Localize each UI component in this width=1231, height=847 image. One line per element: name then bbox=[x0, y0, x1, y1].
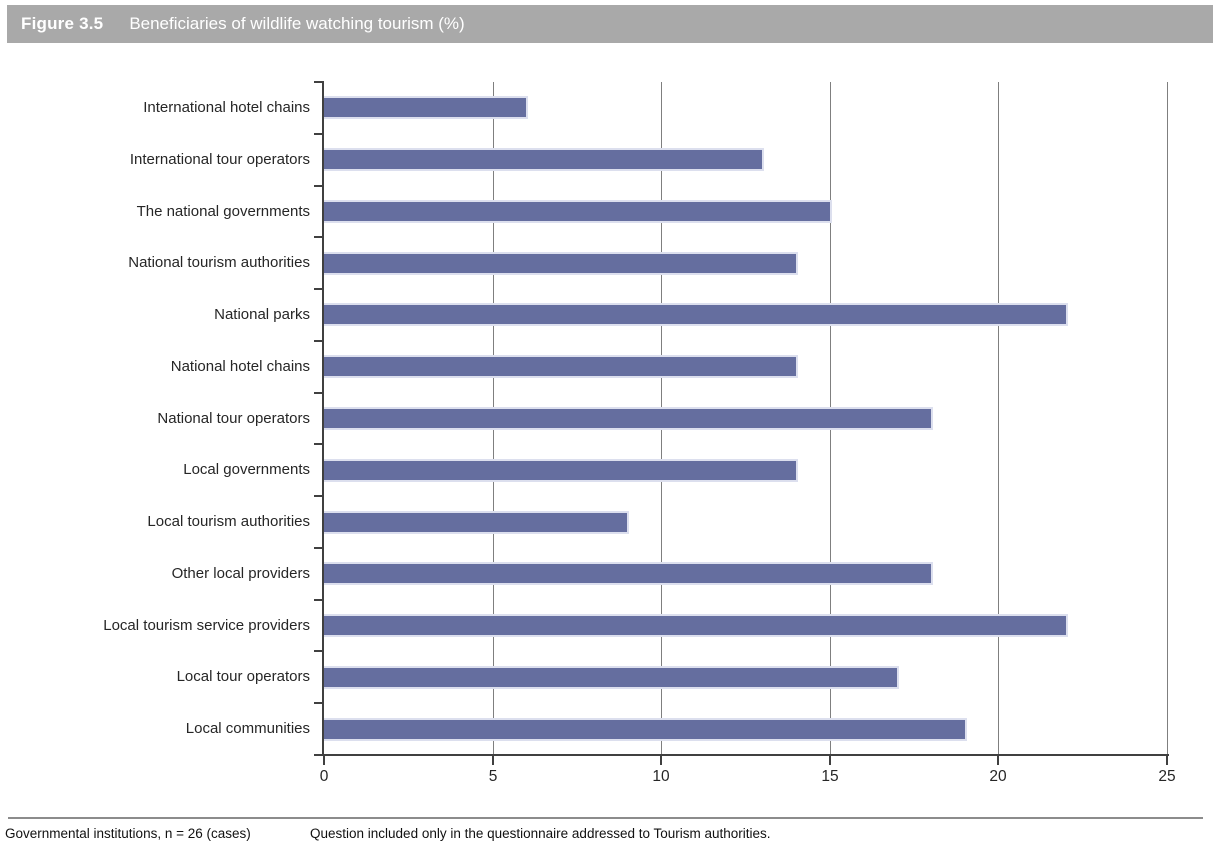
y-axis-tick bbox=[314, 185, 324, 187]
y-axis-tick bbox=[314, 495, 324, 497]
x-axis-tick bbox=[660, 756, 662, 765]
y-axis-tick bbox=[314, 340, 324, 342]
x-axis-tick bbox=[323, 756, 325, 765]
y-axis-tick bbox=[314, 288, 324, 290]
figure-number: Figure 3.5 bbox=[21, 14, 104, 33]
x-tick-label: 0 bbox=[319, 768, 329, 785]
bar-8 bbox=[324, 511, 629, 534]
bar-0 bbox=[324, 96, 528, 119]
x-axis-tick bbox=[1166, 756, 1168, 765]
y-axis-tick bbox=[314, 547, 324, 549]
footnote-question: Question included only in the questionna… bbox=[310, 826, 771, 841]
category-label: International tour operators bbox=[129, 150, 310, 168]
figure-title: Beneficiaries of wildlife watching touri… bbox=[129, 14, 465, 33]
bar-5 bbox=[324, 355, 798, 378]
category-label: International hotel chains bbox=[143, 99, 310, 116]
y-axis-tick bbox=[314, 81, 324, 83]
category-axis-labels: International hotel chains International … bbox=[0, 82, 310, 755]
category-label: Local tourism authorities bbox=[147, 513, 310, 531]
y-axis-tick bbox=[314, 754, 324, 756]
gridline-25 bbox=[1167, 82, 1168, 755]
category-label: Local governments bbox=[183, 461, 310, 479]
bar-10 bbox=[324, 614, 1068, 637]
y-axis-tick bbox=[314, 650, 324, 652]
category-label: National tourism authorities bbox=[128, 254, 310, 272]
bar-7 bbox=[324, 459, 798, 482]
category-label: National tour operators bbox=[157, 409, 310, 427]
x-tick-label: 5 bbox=[488, 768, 498, 785]
category-label: National parks bbox=[214, 306, 310, 324]
bar-3 bbox=[324, 252, 798, 275]
category-label: National hotel chains bbox=[170, 357, 310, 375]
category-label: Other local providers bbox=[171, 564, 310, 582]
bar-12 bbox=[324, 718, 967, 741]
category-label: Local tourism service providers bbox=[103, 616, 310, 634]
y-axis-tick bbox=[314, 133, 324, 135]
category-label: The national governments bbox=[136, 202, 310, 220]
y-axis-line bbox=[322, 82, 324, 756]
bar-2 bbox=[324, 200, 832, 223]
bar-1 bbox=[324, 148, 764, 171]
x-axis-tick bbox=[997, 756, 999, 765]
x-tick-label: 25 bbox=[1158, 768, 1176, 785]
bar-11 bbox=[324, 666, 899, 689]
x-axis-line bbox=[314, 754, 1169, 756]
footnote-divider bbox=[8, 817, 1203, 819]
y-axis-tick bbox=[314, 392, 324, 394]
bar-9 bbox=[324, 562, 933, 585]
x-axis-tick bbox=[829, 756, 831, 765]
figure-header: Figure 3.5 Beneficiaries of wildlife wat… bbox=[7, 5, 1213, 43]
bar-4 bbox=[324, 303, 1068, 326]
x-tick-label: 10 bbox=[652, 768, 670, 785]
x-tick-label: 20 bbox=[989, 768, 1007, 785]
bar-6 bbox=[324, 407, 933, 430]
footnote-sample: Governmental institutions, n = 26 (cases… bbox=[5, 826, 251, 841]
x-axis-tick bbox=[492, 756, 494, 765]
y-axis-tick bbox=[314, 702, 324, 704]
gridline-20 bbox=[998, 82, 999, 755]
plot-area bbox=[324, 82, 1168, 755]
y-axis-tick bbox=[314, 443, 324, 445]
y-axis-tick bbox=[314, 599, 324, 601]
y-axis-tick bbox=[314, 236, 324, 238]
category-label: Local tour operators bbox=[176, 668, 310, 686]
x-tick-label: 15 bbox=[821, 768, 839, 785]
category-label: Local communities bbox=[185, 720, 310, 738]
